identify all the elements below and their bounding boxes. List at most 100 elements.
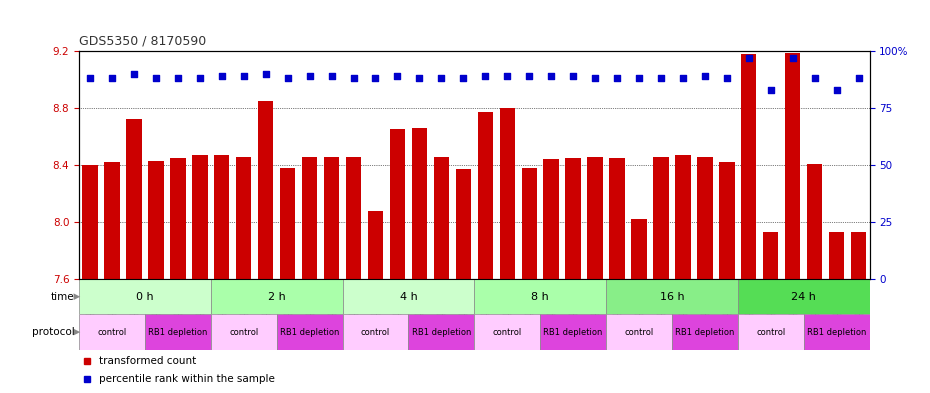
Point — [368, 75, 383, 82]
Text: RB1 depletion: RB1 depletion — [280, 328, 339, 336]
Point — [170, 75, 185, 82]
Bar — [277, 314, 342, 350]
Point — [720, 75, 735, 82]
Point — [149, 75, 164, 82]
Bar — [543, 159, 559, 279]
Point — [280, 75, 295, 82]
Bar — [193, 155, 207, 279]
Text: GDS5350 / 8170590: GDS5350 / 8170590 — [79, 34, 206, 47]
Bar — [236, 156, 251, 279]
Bar — [170, 158, 186, 279]
Text: control: control — [624, 328, 654, 336]
Bar — [342, 279, 474, 314]
Bar — [214, 155, 230, 279]
Bar — [851, 232, 866, 279]
Point — [851, 75, 866, 82]
Bar — [540, 314, 606, 350]
Text: RB1 depletion: RB1 depletion — [412, 328, 472, 336]
Text: control: control — [98, 328, 126, 336]
Bar — [324, 156, 339, 279]
Point — [412, 75, 427, 82]
Text: 0 h: 0 h — [136, 292, 153, 302]
Bar — [79, 314, 145, 350]
Text: percentile rank within the sample: percentile rank within the sample — [99, 374, 274, 384]
Point — [434, 75, 449, 82]
Text: 16 h: 16 h — [659, 292, 684, 302]
Text: RB1 depletion: RB1 depletion — [807, 328, 867, 336]
Bar — [342, 314, 408, 350]
Text: protocol: protocol — [32, 327, 74, 337]
Bar — [606, 314, 671, 350]
Text: transformed count: transformed count — [99, 356, 196, 366]
Text: 2 h: 2 h — [268, 292, 286, 302]
Bar — [211, 314, 277, 350]
Bar — [737, 314, 804, 350]
Point — [631, 75, 646, 82]
Bar — [588, 156, 603, 279]
Point — [193, 75, 207, 82]
Bar — [522, 168, 537, 279]
Bar — [499, 108, 515, 279]
Point — [214, 73, 229, 79]
Bar — [145, 314, 211, 350]
Bar — [719, 162, 735, 279]
Text: 4 h: 4 h — [400, 292, 418, 302]
Point — [104, 75, 119, 82]
Bar — [474, 314, 540, 350]
Bar — [804, 314, 870, 350]
Bar — [807, 163, 822, 279]
Bar — [148, 161, 164, 279]
Point — [609, 75, 624, 82]
Bar — [408, 314, 474, 350]
Bar — [829, 232, 844, 279]
Point — [588, 75, 603, 82]
Bar — [79, 279, 211, 314]
Bar — [346, 156, 361, 279]
Bar — [390, 129, 405, 279]
Bar — [698, 156, 712, 279]
Point — [741, 55, 756, 61]
Bar — [653, 156, 669, 279]
Bar — [741, 54, 756, 279]
Text: 24 h: 24 h — [791, 292, 817, 302]
Bar — [258, 101, 273, 279]
Point — [302, 73, 317, 79]
Bar — [763, 232, 778, 279]
Point — [764, 87, 778, 93]
Bar — [474, 279, 606, 314]
Bar — [211, 279, 342, 314]
Point — [544, 73, 559, 79]
Point — [675, 75, 690, 82]
Bar — [737, 279, 870, 314]
Point — [259, 71, 273, 77]
Text: RB1 depletion: RB1 depletion — [675, 328, 735, 336]
Text: control: control — [361, 328, 390, 336]
Bar — [412, 128, 427, 279]
Point — [325, 73, 339, 79]
Point — [807, 75, 822, 82]
Text: control: control — [756, 328, 785, 336]
Bar — [606, 279, 737, 314]
Bar — [280, 168, 296, 279]
Text: control: control — [493, 328, 522, 336]
Point — [456, 75, 471, 82]
Point — [478, 73, 493, 79]
Bar — [126, 119, 141, 279]
Bar — [104, 162, 120, 279]
Bar — [675, 155, 691, 279]
Point — [390, 73, 405, 79]
Text: RB1 depletion: RB1 depletion — [543, 328, 603, 336]
Bar — [565, 158, 581, 279]
Bar — [83, 165, 98, 279]
Point — [346, 75, 361, 82]
Point — [499, 73, 514, 79]
Text: 8 h: 8 h — [531, 292, 549, 302]
Point — [654, 75, 669, 82]
Bar — [671, 314, 737, 350]
Bar — [367, 211, 383, 279]
Point — [126, 71, 141, 77]
Bar — [456, 169, 471, 279]
Point — [522, 73, 537, 79]
Bar — [433, 156, 449, 279]
Text: control: control — [229, 328, 259, 336]
